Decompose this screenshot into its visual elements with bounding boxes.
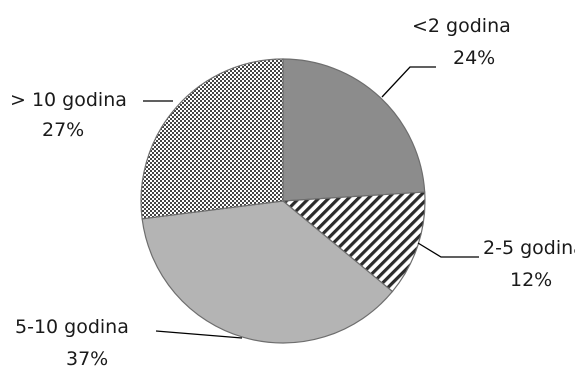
slice-value-label: 12% [510, 269, 552, 291]
pie-slice-1 [282, 58, 426, 202]
pie-labels: <2 godina 24% 2-5 godina 12% 5-10 godina 37% >… [10, 15, 575, 367]
pie-slice-4 [140, 58, 284, 220]
pie-slices [140, 58, 426, 344]
slice-value-label: 27% [42, 119, 84, 141]
slice-category-label: 5-10 godina [15, 316, 129, 338]
pie-slice-2 [281, 191, 426, 293]
pie-slice-3 [141, 200, 394, 344]
slice-value-label: 37% [66, 348, 108, 367]
slice-value-label: 24% [453, 47, 495, 69]
leader-line-3 [155, 330, 243, 339]
slice-category-label: > 10 godina [10, 89, 127, 111]
leader-line-2 [417, 242, 479, 258]
slice-category-label: 2-5 godina [483, 237, 575, 259]
slice-category-label: <2 godina [412, 15, 511, 37]
leader-line-1 [381, 66, 436, 98]
